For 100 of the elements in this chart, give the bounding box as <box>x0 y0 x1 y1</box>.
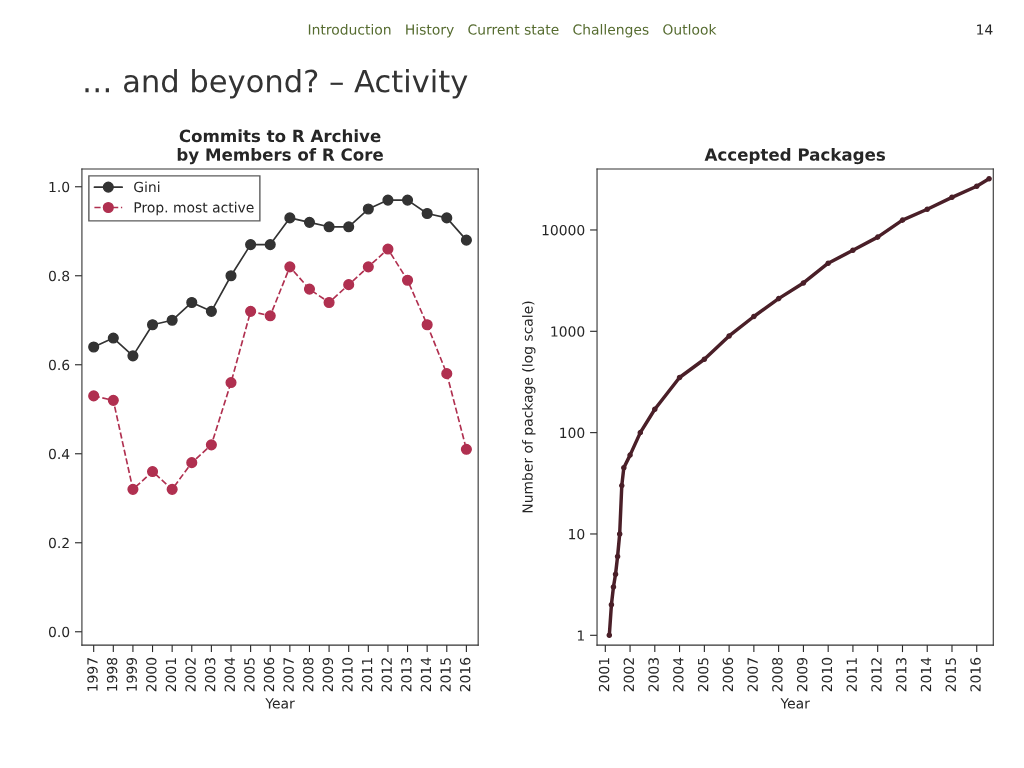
x-tick-label: 2014 <box>920 657 932 692</box>
point <box>284 212 296 224</box>
x-tick-label: 2013 <box>401 658 412 692</box>
x-tick-label: 2016 <box>970 657 981 692</box>
point <box>751 313 757 320</box>
legend-label: Prop. most active <box>134 201 254 216</box>
text: 14 <box>977 24 993 35</box>
y-tick-label: 1 <box>577 630 584 641</box>
point <box>421 319 433 331</box>
point <box>401 274 414 286</box>
x-tick-label: 2003 <box>204 658 216 692</box>
point <box>343 221 355 233</box>
point <box>284 261 296 273</box>
point <box>362 203 374 215</box>
y-tick-label: 0.4 <box>48 448 70 460</box>
point <box>606 632 613 639</box>
point <box>401 194 414 206</box>
point <box>127 350 139 362</box>
point <box>800 280 807 286</box>
y-tick-label: 0.2 <box>48 537 69 549</box>
point <box>264 239 276 251</box>
point <box>146 466 159 478</box>
x-tick-label: 2007 <box>747 658 758 692</box>
point <box>441 368 453 380</box>
point <box>264 310 276 322</box>
point <box>382 243 394 255</box>
point <box>127 483 139 495</box>
x-tick-label: 2012 <box>381 658 392 692</box>
point <box>146 319 159 331</box>
point <box>343 279 355 291</box>
x-tick-label: 2008 <box>302 657 314 692</box>
y-axis-title: Number of package (log scale) <box>522 301 536 513</box>
y-tick-label: 100 <box>560 427 585 439</box>
point <box>186 296 198 309</box>
text: Introduction History Current state Challenges Outlook <box>308 24 717 38</box>
x-tick-label: 2001 <box>165 658 177 692</box>
point <box>421 207 433 220</box>
x-tick-label: 2002 <box>185 658 196 692</box>
point <box>850 247 856 254</box>
point <box>166 483 178 495</box>
point <box>245 239 257 251</box>
x-tick-label: 2016 <box>459 657 471 692</box>
x-tick-label: 2010 <box>342 657 353 692</box>
point <box>107 332 119 344</box>
point <box>382 194 394 206</box>
x-tick-label: 2004 <box>224 657 236 692</box>
x-tick-label: 2001 <box>598 658 610 692</box>
x-tick-label: 2005 <box>244 658 255 692</box>
x-tick-label: 1997 <box>87 658 98 691</box>
x-tick-label: 2006 <box>263 657 275 692</box>
point <box>205 439 217 451</box>
point <box>676 374 683 381</box>
x-tick-label: 2011 <box>846 658 857 692</box>
legend-label: Gini <box>134 181 160 193</box>
y-tick-label: 0.8 <box>48 270 70 282</box>
point <box>627 452 633 458</box>
point <box>460 234 472 246</box>
point <box>899 217 906 223</box>
point <box>362 261 374 273</box>
point <box>701 356 708 363</box>
x-tick-label: 2012 <box>871 658 882 692</box>
point <box>614 553 621 560</box>
point <box>88 390 100 402</box>
point <box>986 176 992 182</box>
point <box>637 429 644 436</box>
x-tick-label: 2002 <box>623 658 635 692</box>
point <box>323 221 335 233</box>
x-tick-label: 2013 <box>896 658 907 692</box>
point <box>825 260 831 266</box>
point <box>186 457 198 469</box>
point <box>652 406 658 413</box>
point <box>973 183 980 190</box>
point <box>610 584 617 590</box>
point <box>303 283 316 295</box>
x-tick-label: 2007 <box>283 658 294 692</box>
x-tick-label: 2005 <box>697 658 709 692</box>
point <box>949 194 955 201</box>
point <box>621 464 627 471</box>
point <box>88 341 100 353</box>
point <box>612 571 619 578</box>
x-tick-label: 1999 <box>126 657 137 691</box>
x-tick-label: 2004 <box>673 657 684 692</box>
point <box>924 206 931 213</box>
point <box>303 216 316 228</box>
text: … and beyond? – Activity <box>85 68 468 99</box>
point <box>460 443 472 455</box>
point <box>726 333 732 339</box>
point <box>775 295 782 302</box>
point <box>616 531 623 537</box>
x-axis-title: Year <box>265 698 295 709</box>
y-tick-label: 0.0 <box>48 626 70 638</box>
point <box>205 305 217 317</box>
chart-title: Accepted Packages <box>704 147 886 165</box>
point <box>245 305 257 317</box>
point <box>323 296 335 309</box>
x-tick-label: 2015 <box>440 658 451 692</box>
x-tick-label: 2009 <box>322 657 334 692</box>
x-tick-label: 2009 <box>796 657 808 692</box>
point <box>874 234 881 240</box>
x-tick-label: 1998 <box>106 657 118 691</box>
